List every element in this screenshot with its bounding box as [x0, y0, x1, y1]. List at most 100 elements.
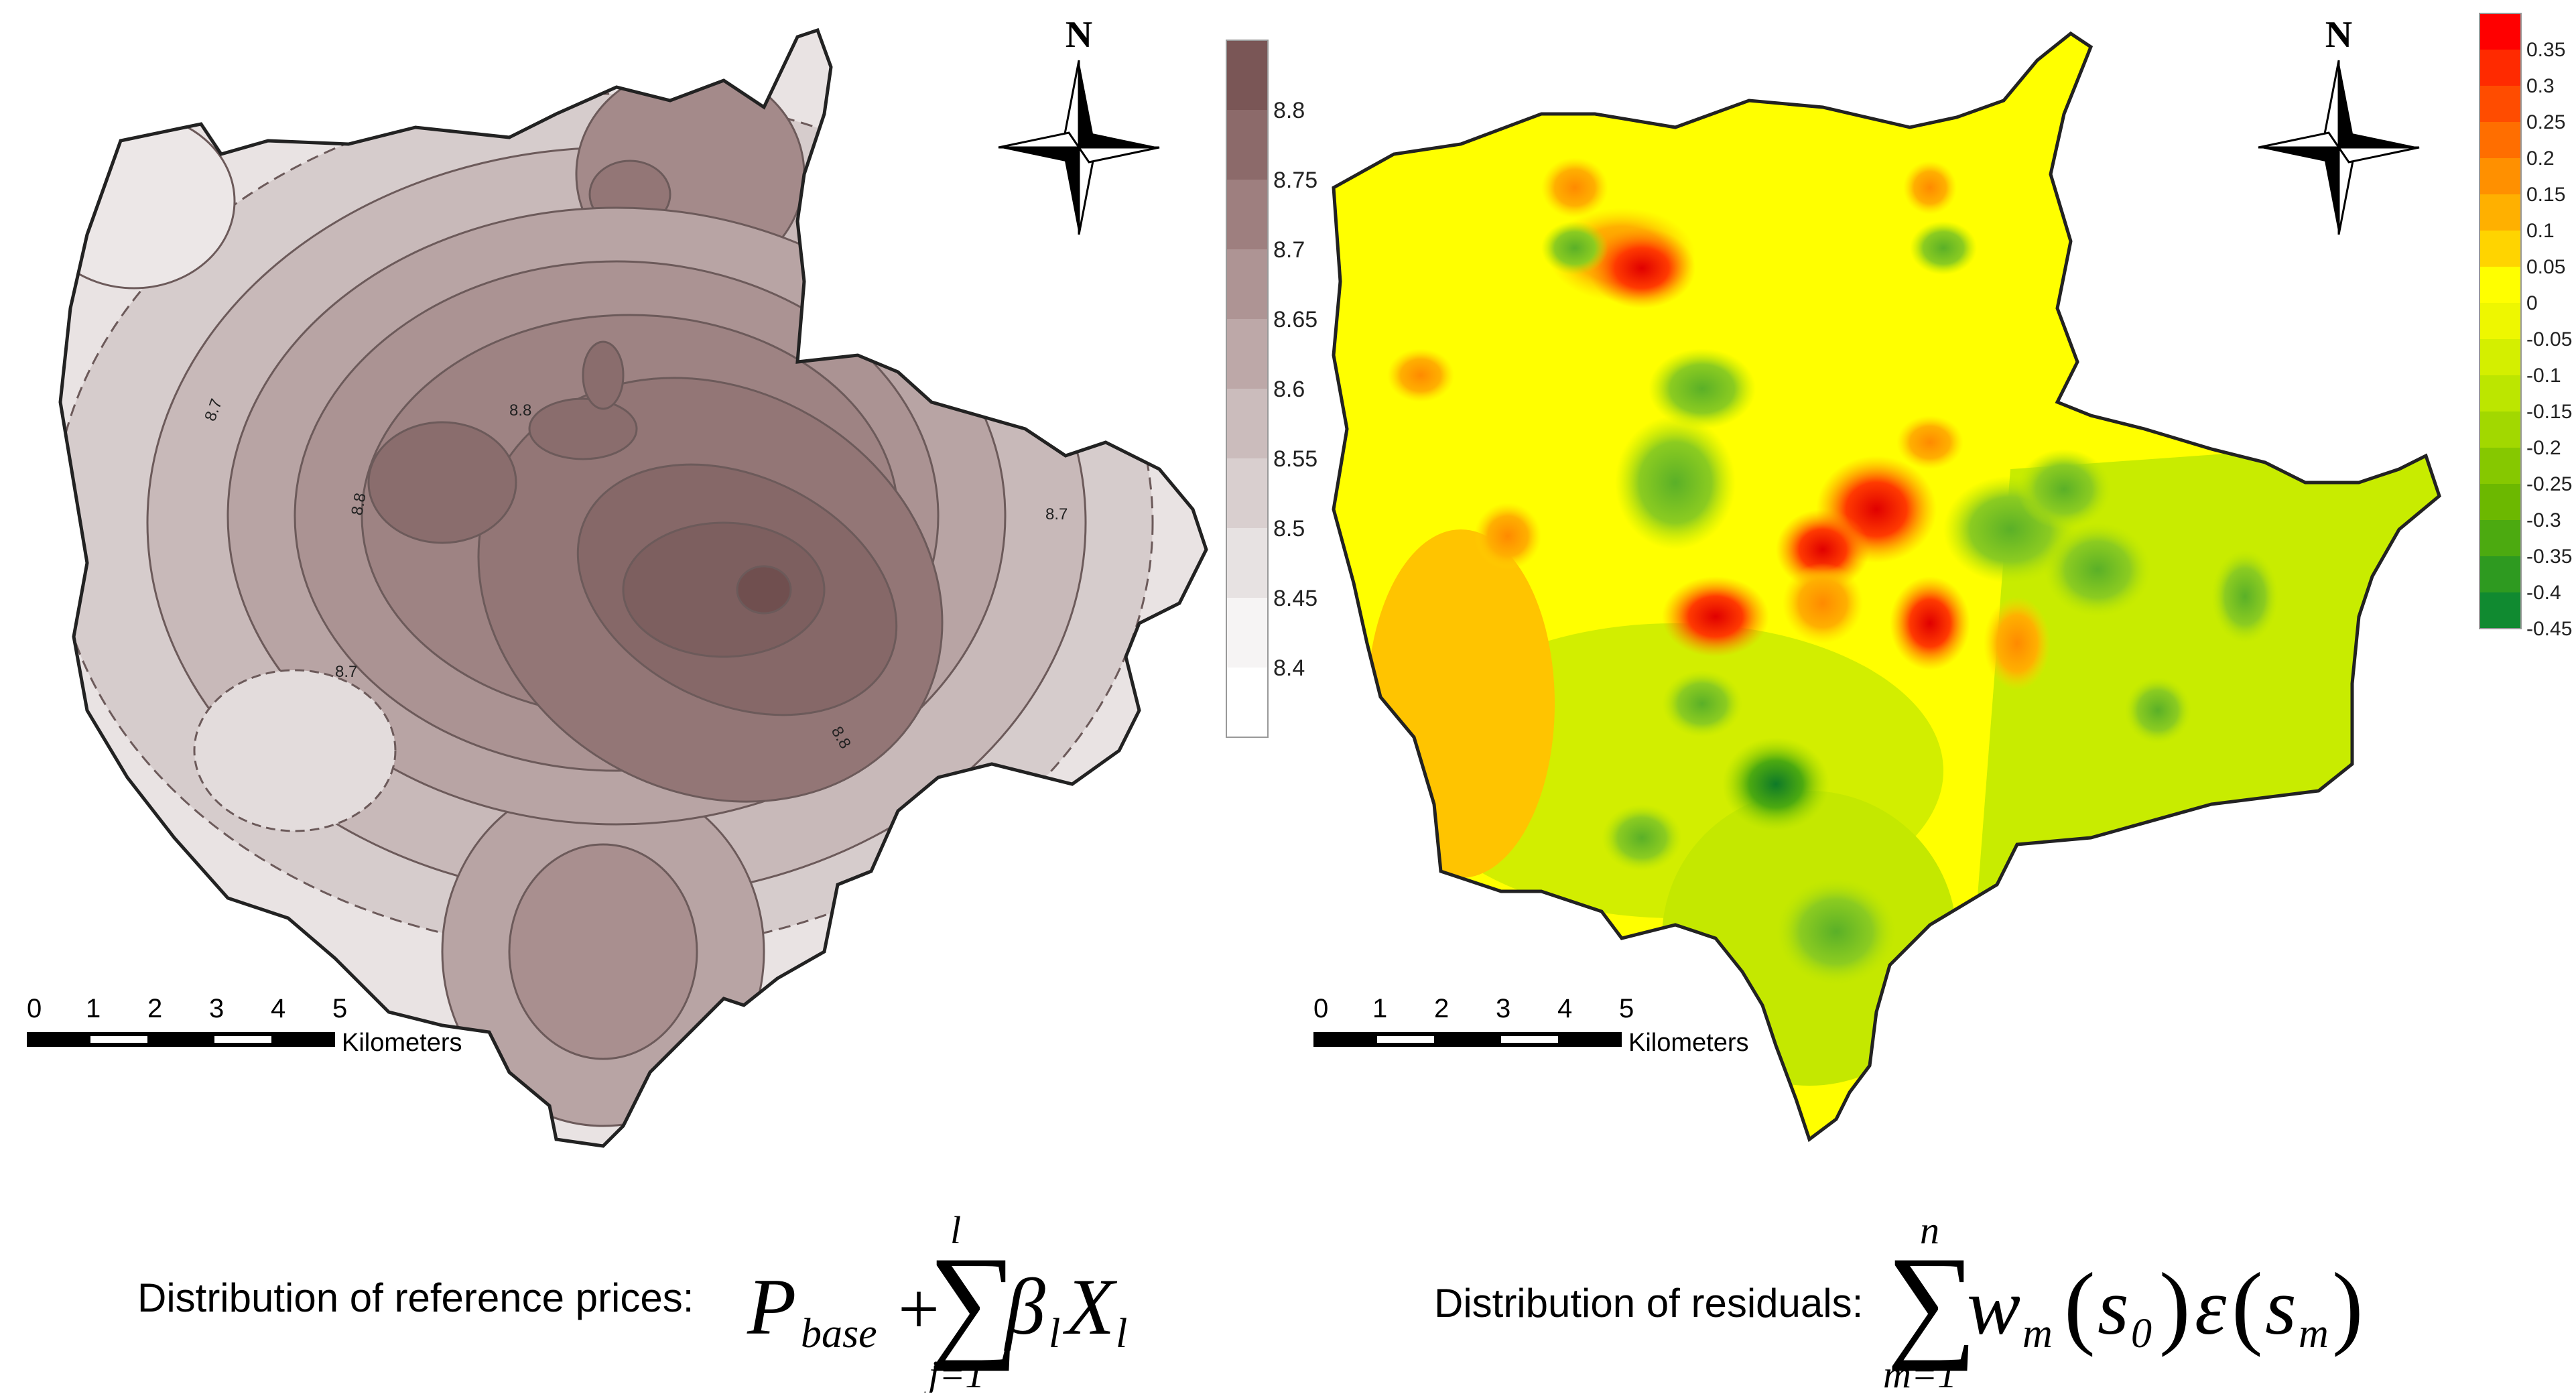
- legend-swatch: [1226, 110, 1268, 180]
- legend-swatch: [1226, 668, 1268, 737]
- svg-text:P: P: [747, 1262, 796, 1351]
- legend-swatch: [1226, 389, 1268, 458]
- legend-swatch: [1226, 319, 1268, 389]
- scale-bar: 0 1 2 3 4 5 Kilometers: [27, 994, 462, 1057]
- svg-text:0: 0: [2131, 1311, 2152, 1356]
- legend-label: 0.15: [2526, 184, 2565, 206]
- legend-frame: [1226, 40, 1269, 738]
- legend-swatch: [2480, 267, 2521, 303]
- svg-text:(: (: [2232, 1254, 2263, 1358]
- legend-label: -0.3: [2526, 509, 2561, 531]
- legend-swatch: [1226, 40, 1268, 110]
- scale-tick: 1: [1372, 994, 1387, 1023]
- svg-text:n: n: [1920, 1208, 1939, 1252]
- legend-label: -0.4: [2526, 582, 2561, 604]
- legend-label: -0.05: [2526, 328, 2572, 351]
- legend-label: 0.1: [2526, 220, 2555, 242]
- svg-text:X: X: [1063, 1262, 1118, 1351]
- legend-swatch: [2480, 194, 2521, 231]
- north-label: N: [2325, 14, 2352, 56]
- legend-frame: [2479, 13, 2522, 629]
- legend-label: -0.1: [2526, 365, 2561, 387]
- legend-label: -0.2: [2526, 437, 2561, 459]
- legend-label: 8.4: [1273, 655, 1305, 681]
- legend-swatch: [2480, 50, 2521, 86]
- svg-text:ε: ε: [2195, 1262, 2227, 1351]
- scale-bar: 0 1 2 3 4 5 Kilometers: [1313, 994, 1749, 1057]
- legend-label: 8.75: [1273, 168, 1317, 193]
- scale-tick: 3: [1496, 994, 1510, 1023]
- legend-label: 0.3: [2526, 75, 2555, 97]
- legend-swatch: [2480, 303, 2521, 339]
- svg-text:w: w: [1967, 1262, 2020, 1351]
- svg-text:+: +: [898, 1268, 940, 1350]
- legend-swatch: [2480, 375, 2521, 411]
- svg-text:base: base: [801, 1311, 877, 1356]
- legend-swatch: [2480, 592, 2521, 629]
- legend-swatch: [1226, 458, 1268, 528]
- legend-label: -0.15: [2526, 401, 2572, 423]
- scale-tick: 0: [1313, 994, 1328, 1023]
- legend-label: 0: [2526, 292, 2538, 314]
- legend-label: -0.35: [2526, 546, 2572, 568]
- north-arrow: N: [2258, 14, 2420, 235]
- residual-map: N 0.35 0.3 0.25 0.2 0.15 0.1 0.05 0 -0.05 -0.1 -0.…: [1313, 13, 2572, 1166]
- svg-text:j=1: j=1: [923, 1352, 984, 1393]
- legend-label: 0.2: [2526, 147, 2555, 170]
- scale-tick: 1: [86, 994, 101, 1023]
- svg-text:∑: ∑: [1886, 1231, 1977, 1372]
- svg-text:l: l: [1116, 1311, 1127, 1356]
- legend-swatch: [2480, 484, 2521, 520]
- residual-formula: ∑ n m=1 w m ( s 0 ) ε ( s m ): [1883, 1208, 2364, 1396]
- scale-tick: 2: [147, 994, 162, 1023]
- svg-text:l: l: [950, 1208, 961, 1252]
- legend-label: 8.6: [1273, 377, 1305, 402]
- legend-swatch: [2480, 122, 2521, 158]
- legend-swatch: [1226, 249, 1268, 319]
- contour-label: 8.8: [348, 491, 369, 517]
- legend-swatch: [2480, 158, 2521, 194]
- svg-text:s: s: [2098, 1262, 2129, 1351]
- scale-tick: 0: [27, 994, 42, 1023]
- legend-label: 8.45: [1273, 586, 1317, 611]
- legend-swatch: [2480, 520, 2521, 556]
- scale-tick: 5: [332, 994, 347, 1023]
- legend-label: 0.05: [2526, 256, 2565, 278]
- residual-caption: Distribution of residuals:: [1434, 1281, 1864, 1326]
- contour-label: 8.7: [1045, 505, 1068, 523]
- scale-tick: 5: [1619, 994, 1634, 1023]
- legend-swatch: [2480, 556, 2521, 592]
- reference-price-map: 8.7 8.8 8.8 8.7 8.7 8.8 N 8.8 8.75 8.7 8.65…: [27, 14, 1317, 1166]
- reference-price-formula: P base + ∑ l j=1 β l X l: [747, 1208, 1127, 1396]
- legend-label: 8.65: [1273, 307, 1317, 332]
- svg-text:∑: ∑: [928, 1231, 1019, 1372]
- scale-tick: 4: [271, 994, 285, 1023]
- north-label: N: [1066, 14, 1092, 56]
- svg-text:): ): [2332, 1254, 2364, 1358]
- svg-text:m: m: [2299, 1311, 2329, 1356]
- legend-swatch: [2480, 86, 2521, 122]
- svg-text:s: s: [2265, 1262, 2297, 1351]
- reference-price-caption: Distribution of reference prices:: [137, 1275, 694, 1320]
- scale-unit: Kilometers: [1628, 1029, 1749, 1057]
- legend-label: 8.7: [1273, 237, 1305, 263]
- scale-unit: Kilometers: [342, 1029, 462, 1057]
- legend-swatch: [1226, 180, 1268, 249]
- legend-label: 0.35: [2526, 39, 2565, 61]
- svg-text:m: m: [2022, 1311, 2053, 1356]
- svg-text:m=1: m=1: [1883, 1352, 1957, 1393]
- svg-text:l: l: [1049, 1311, 1060, 1356]
- legend-swatch: [2480, 411, 2521, 448]
- scale-tick: 4: [1557, 994, 1572, 1023]
- legend-swatch: [2480, 231, 2521, 267]
- reference-price-legend: 8.8 8.75 8.7 8.65 8.6 8.55 8.5 8.45 8.4: [1226, 40, 1317, 738]
- legend-swatch: [2480, 13, 2521, 50]
- legend-label: -0.25: [2526, 473, 2572, 495]
- residual-legend: 0.35 0.3 0.25 0.2 0.15 0.1 0.05 0 -0.05 -0.1 -0.15…: [2479, 13, 2572, 640]
- contour-label: 8.8: [509, 401, 531, 420]
- scale-tick: 3: [209, 994, 224, 1023]
- north-arrow: N: [998, 14, 1160, 235]
- legend-label: 0.25: [2526, 111, 2565, 133]
- svg-text:(: (: [2064, 1254, 2096, 1358]
